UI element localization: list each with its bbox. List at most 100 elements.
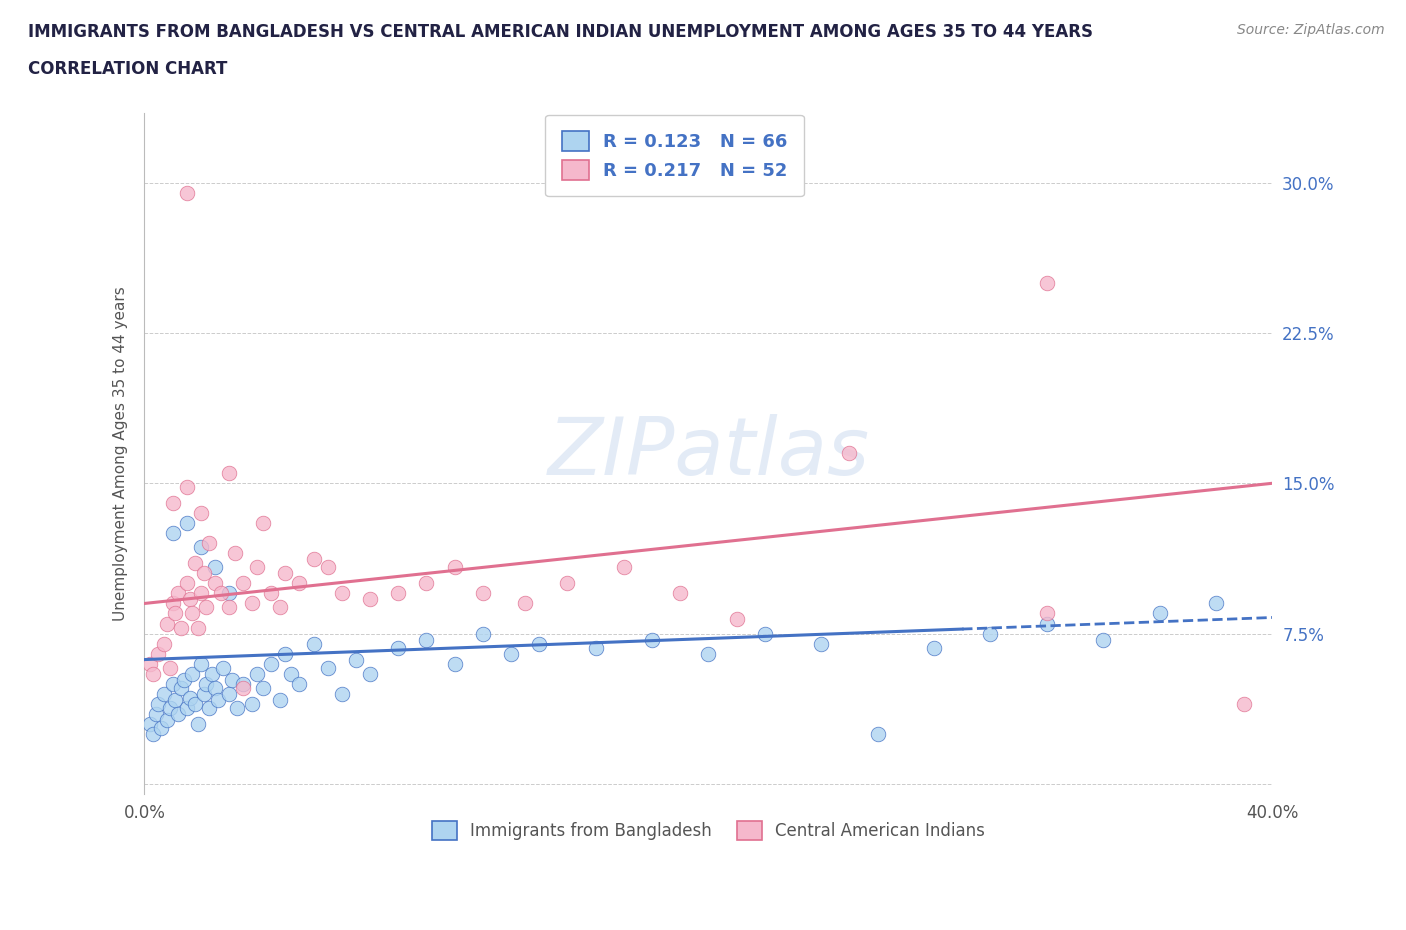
Point bbox=[443, 560, 465, 575]
Point bbox=[499, 646, 522, 661]
Point bbox=[150, 720, 173, 735]
Text: CORRELATION CHART: CORRELATION CHART bbox=[28, 60, 228, 78]
Point bbox=[471, 626, 494, 641]
Point bbox=[218, 586, 240, 601]
Point bbox=[344, 652, 367, 667]
Point bbox=[139, 657, 162, 671]
Point bbox=[159, 660, 181, 675]
Point bbox=[176, 516, 198, 531]
Point bbox=[274, 646, 297, 661]
Point bbox=[198, 536, 221, 551]
Point bbox=[246, 666, 269, 681]
Point bbox=[156, 616, 179, 631]
Point bbox=[359, 592, 381, 607]
Point bbox=[471, 586, 494, 601]
Point bbox=[1092, 632, 1115, 647]
Point bbox=[190, 586, 212, 601]
Point bbox=[221, 672, 243, 687]
Point bbox=[979, 626, 1001, 641]
Point bbox=[148, 697, 170, 711]
Point bbox=[232, 680, 254, 695]
Point bbox=[218, 600, 240, 615]
Point bbox=[198, 700, 221, 715]
Point bbox=[190, 540, 212, 555]
Point bbox=[142, 726, 165, 741]
Point bbox=[415, 632, 437, 647]
Point bbox=[162, 596, 184, 611]
Point bbox=[179, 592, 201, 607]
Point bbox=[218, 466, 240, 481]
Point bbox=[224, 546, 246, 561]
Point bbox=[330, 586, 353, 601]
Point bbox=[240, 596, 263, 611]
Point bbox=[240, 697, 263, 711]
Point bbox=[181, 666, 204, 681]
Text: ZIPatlas: ZIPatlas bbox=[547, 414, 869, 492]
Point bbox=[316, 560, 339, 575]
Point bbox=[288, 576, 311, 591]
Point bbox=[269, 600, 291, 615]
Point bbox=[1036, 606, 1059, 621]
Point bbox=[218, 686, 240, 701]
Point bbox=[415, 576, 437, 591]
Point bbox=[190, 506, 212, 521]
Point bbox=[184, 556, 207, 571]
Point bbox=[204, 680, 226, 695]
Point bbox=[585, 640, 607, 655]
Point bbox=[193, 566, 215, 581]
Point bbox=[167, 706, 190, 721]
Point bbox=[176, 700, 198, 715]
Point bbox=[187, 620, 209, 635]
Point bbox=[280, 666, 302, 681]
Point bbox=[725, 612, 748, 627]
Point bbox=[359, 666, 381, 681]
Point bbox=[274, 566, 297, 581]
Point bbox=[162, 496, 184, 511]
Point bbox=[170, 680, 193, 695]
Point bbox=[527, 636, 550, 651]
Point bbox=[184, 697, 207, 711]
Point bbox=[139, 716, 162, 731]
Y-axis label: Unemployment Among Ages 35 to 44 years: Unemployment Among Ages 35 to 44 years bbox=[114, 286, 128, 620]
Point bbox=[557, 576, 579, 591]
Point bbox=[669, 586, 692, 601]
Point bbox=[165, 692, 187, 707]
Point bbox=[176, 576, 198, 591]
Point bbox=[162, 525, 184, 540]
Point bbox=[156, 712, 179, 727]
Point bbox=[838, 445, 860, 460]
Point bbox=[252, 516, 274, 531]
Point bbox=[232, 576, 254, 591]
Point bbox=[246, 560, 269, 575]
Point bbox=[193, 686, 215, 701]
Point bbox=[145, 706, 167, 721]
Point bbox=[697, 646, 720, 661]
Point bbox=[212, 660, 235, 675]
Point bbox=[176, 480, 198, 495]
Text: IMMIGRANTS FROM BANGLADESH VS CENTRAL AMERICAN INDIAN UNEMPLOYMENT AMONG AGES 35: IMMIGRANTS FROM BANGLADESH VS CENTRAL AM… bbox=[28, 23, 1092, 41]
Point bbox=[179, 690, 201, 705]
Point bbox=[204, 560, 226, 575]
Point bbox=[159, 700, 181, 715]
Point bbox=[260, 657, 283, 671]
Point bbox=[387, 586, 409, 601]
Point bbox=[269, 692, 291, 707]
Point bbox=[195, 600, 218, 615]
Point bbox=[181, 606, 204, 621]
Point bbox=[302, 636, 325, 651]
Point bbox=[288, 676, 311, 691]
Point bbox=[641, 632, 664, 647]
Point bbox=[173, 672, 195, 687]
Point bbox=[252, 680, 274, 695]
Point bbox=[922, 640, 945, 655]
Point bbox=[201, 666, 224, 681]
Point bbox=[1205, 596, 1227, 611]
Point bbox=[302, 551, 325, 566]
Point bbox=[162, 676, 184, 691]
Point bbox=[153, 686, 176, 701]
Point bbox=[387, 640, 409, 655]
Point bbox=[1233, 697, 1256, 711]
Point bbox=[316, 660, 339, 675]
Point bbox=[754, 626, 776, 641]
Point bbox=[165, 606, 187, 621]
